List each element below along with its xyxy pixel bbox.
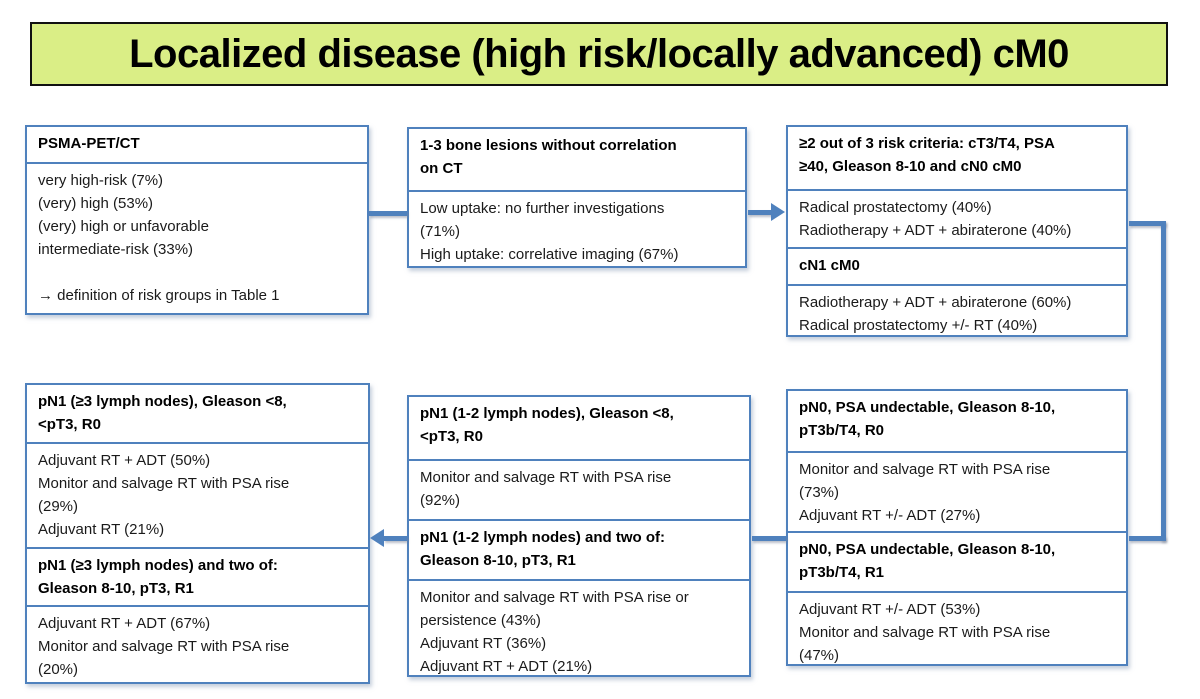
arrow-bone-to-risk-line bbox=[748, 210, 773, 215]
page-title: Localized disease (high risk/locally adv… bbox=[129, 31, 1069, 76]
box-pn1-3plus-r0-body: Adjuvant RT + ADT (50%) Monitor and salv… bbox=[27, 442, 368, 547]
connector-risk-to-pn0-bottom bbox=[1129, 536, 1166, 541]
box-psma-petct: PSMA-PET/CT very high-risk (7%) (very) h… bbox=[25, 125, 369, 315]
connector-risk-to-pn0-vertical bbox=[1161, 221, 1166, 541]
connector-risk-to-pn0-top bbox=[1129, 221, 1166, 226]
box-bone-lesions-body: Low uptake: no further investigations (7… bbox=[409, 190, 745, 266]
box-pn0-r0-body: Monitor and salvage RT with PSA rise (73… bbox=[788, 451, 1126, 531]
box-pn1-1-2-nodes: pN1 (1-2 lymph nodes), Gleason <8, <pT3,… bbox=[407, 395, 751, 677]
arrow-pn1min-to-pn1maj-line bbox=[384, 536, 407, 541]
connector-pn0-to-pn1min bbox=[752, 536, 786, 541]
box-pn1-3plus-nodes: pN1 (≥3 lymph nodes), Gleason <8, <pT3, … bbox=[25, 383, 370, 684]
box-pn1-3plus-r1-header: pN1 (≥3 lymph nodes) and two of: Gleason… bbox=[27, 547, 368, 605]
box-pn1-1-2-r1-body: Monitor and salvage RT with PSA rise or … bbox=[409, 579, 749, 675]
box-psma-petct-header: PSMA-PET/CT bbox=[38, 135, 140, 152]
box-pn1-3plus-r0-header: pN1 (≥3 lymph nodes), Gleason <8, <pT3, … bbox=[38, 393, 287, 433]
title-banner: Localized disease (high risk/locally adv… bbox=[30, 22, 1168, 86]
box-pn1-1-2-r0-header: pN1 (1-2 lymph nodes), Gleason <8, <pT3,… bbox=[420, 405, 674, 445]
box-pn0-r1-header: pN0, PSA undectable, Gleason 8-10, pT3b/… bbox=[788, 531, 1126, 591]
box-risk-criteria: ≥2 out of 3 risk criteria: cT3/T4, PSA ≥… bbox=[786, 125, 1128, 337]
box-risk-criteria-header: ≥2 out of 3 risk criteria: cT3/T4, PSA ≥… bbox=[799, 135, 1055, 175]
box-pn1-1-2-r1-header: pN1 (1-2 lymph nodes) and two of: Gleaso… bbox=[409, 519, 749, 579]
box-psma-petct-body: very high-risk (7%) (very) high (53%) (v… bbox=[27, 162, 367, 313]
box-pn0-r1-body: Adjuvant RT +/- ADT (53%) Monitor and sa… bbox=[788, 591, 1126, 664]
arrow-pn1min-to-pn1maj-head-icon bbox=[370, 529, 384, 547]
box-bone-lesions: 1-3 bone lesions without correlation on … bbox=[407, 127, 747, 268]
box-pn1-3plus-r1-body: Adjuvant RT + ADT (67%) Monitor and salv… bbox=[27, 605, 368, 682]
box-cn1-cm0-header: cN1 cM0 bbox=[788, 247, 1126, 284]
box-risk-criteria-body: Radical prostatectomy (40%) Radiotherapy… bbox=[788, 189, 1126, 247]
box-pn1-1-2-r0-body: Monitor and salvage RT with PSA rise (92… bbox=[409, 459, 749, 519]
connector-psma-to-bone bbox=[369, 211, 407, 216]
box-cn1-cm0-body: Radiotherapy + ADT + abiraterone (60%) R… bbox=[788, 284, 1126, 335]
arrow-bone-to-risk-head-icon bbox=[771, 203, 785, 221]
box-pn0-undetectable: pN0, PSA undectable, Gleason 8-10, pT3b/… bbox=[786, 389, 1128, 666]
box-bone-lesions-header: 1-3 bone lesions without correlation on … bbox=[420, 137, 677, 177]
box-pn0-r0-header: pN0, PSA undectable, Gleason 8-10, pT3b/… bbox=[799, 399, 1056, 439]
